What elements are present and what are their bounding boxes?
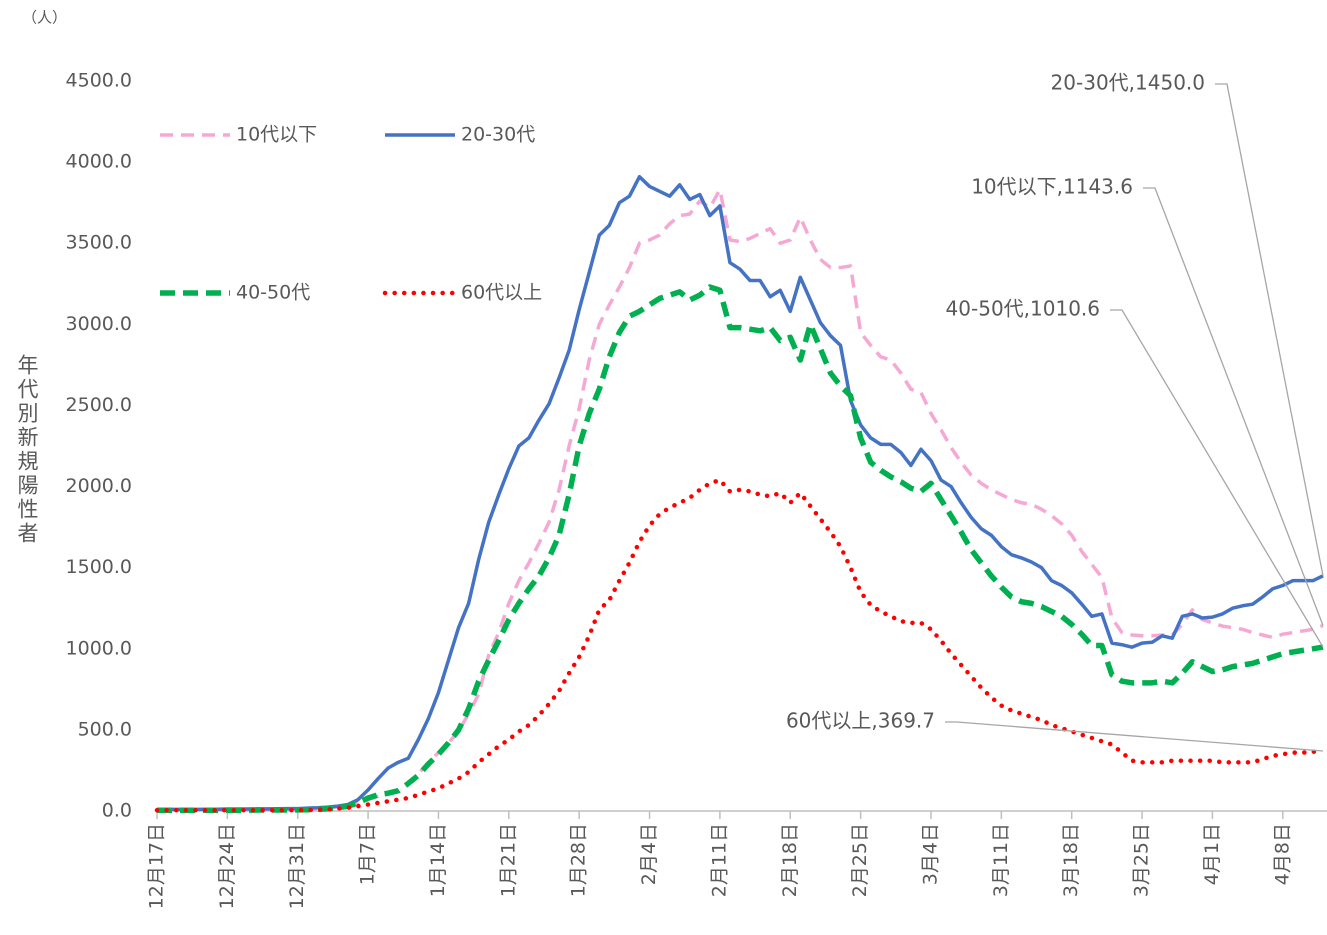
y-tick-label: 2000.0 xyxy=(66,475,132,497)
leader-line xyxy=(1110,309,1324,648)
y-tick-label: 1500.0 xyxy=(66,556,132,578)
y-tick-label: 2500.0 xyxy=(66,394,132,416)
y-tick-label: 4000.0 xyxy=(66,151,132,173)
x-tick-label: 2月4日 xyxy=(638,823,660,885)
legend-label: 60代以上 xyxy=(461,282,542,304)
x-tick-label: 1月28日 xyxy=(568,823,590,897)
series-line xyxy=(157,174,1324,812)
series-line xyxy=(157,284,1324,813)
legend-label: 10代以下 xyxy=(236,124,317,146)
x-tick-label: 1月7日 xyxy=(357,823,379,885)
x-tick-label: 4月1日 xyxy=(1201,823,1223,885)
legend-label: 20-30代 xyxy=(461,124,535,146)
annotation: 60代以上,369.7 xyxy=(786,709,935,733)
x-tick-label: 1月21日 xyxy=(497,823,519,897)
x-tick-label: 12月31日 xyxy=(286,823,308,909)
y-tick-label: 0.0 xyxy=(102,800,132,822)
y-tick-label: 3500.0 xyxy=(66,232,132,254)
x-tick-label: 3月18日 xyxy=(1060,823,1082,897)
x-tick-label: 3月11日 xyxy=(990,823,1012,897)
y-tick-label: 1000.0 xyxy=(66,637,132,659)
x-tick-label: 3月4日 xyxy=(919,823,941,885)
leader-line xyxy=(945,721,1324,752)
legend-label: 40-50代 xyxy=(236,282,310,304)
x-tick-label: 2月18日 xyxy=(779,823,801,897)
x-tick-label: 2月25日 xyxy=(849,823,871,897)
x-tick-label: 12月17日 xyxy=(146,823,168,909)
x-tick-label: 12月24日 xyxy=(216,823,238,909)
leader-line xyxy=(1215,83,1324,576)
x-tick-label: 3月25日 xyxy=(1131,823,1153,897)
y-tick-label: 4500.0 xyxy=(66,70,132,92)
series-line xyxy=(157,187,1324,812)
x-tick-label: 1月14日 xyxy=(427,823,449,897)
x-tick-label: 2月11日 xyxy=(708,823,730,897)
unit-label: （人） xyxy=(22,9,67,27)
y-tick-label: 500.0 xyxy=(78,718,132,740)
y-axis-label: 年代別新規陽性者 xyxy=(15,354,39,546)
leader-line xyxy=(1143,187,1324,626)
y-tick-label: 3000.0 xyxy=(66,313,132,335)
x-tick-label: 4月8日 xyxy=(1271,823,1293,885)
annotation: 20-30代,1450.0 xyxy=(1051,71,1205,95)
series-line xyxy=(154,477,1326,813)
annotation: 40-50代,1010.6 xyxy=(946,297,1100,321)
annotation: 10代以下,1143.6 xyxy=(971,175,1133,199)
